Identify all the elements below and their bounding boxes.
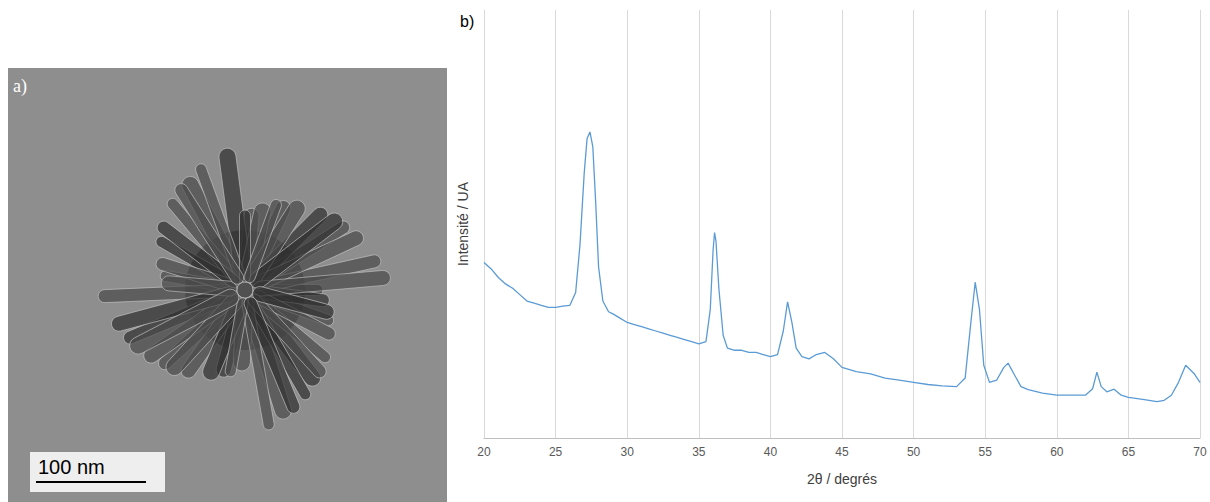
svg-text:100 nm: 100 nm	[38, 456, 105, 478]
svg-text:2θ / degrés: 2θ / degrés	[807, 471, 877, 487]
svg-text:50: 50	[907, 445, 921, 459]
svg-text:20: 20	[477, 445, 491, 459]
svg-text:a): a)	[13, 76, 27, 97]
svg-text:45: 45	[835, 445, 849, 459]
svg-text:60: 60	[1050, 445, 1064, 459]
svg-text:55: 55	[979, 445, 993, 459]
svg-text:65: 65	[1122, 445, 1136, 459]
svg-text:40: 40	[764, 445, 778, 459]
svg-text:Intensité / UA: Intensité / UA	[455, 181, 471, 266]
svg-text:70: 70	[1193, 445, 1207, 459]
svg-text:30: 30	[621, 445, 635, 459]
svg-text:b): b)	[460, 13, 474, 30]
svg-text:35: 35	[692, 445, 706, 459]
svg-text:25: 25	[549, 445, 563, 459]
